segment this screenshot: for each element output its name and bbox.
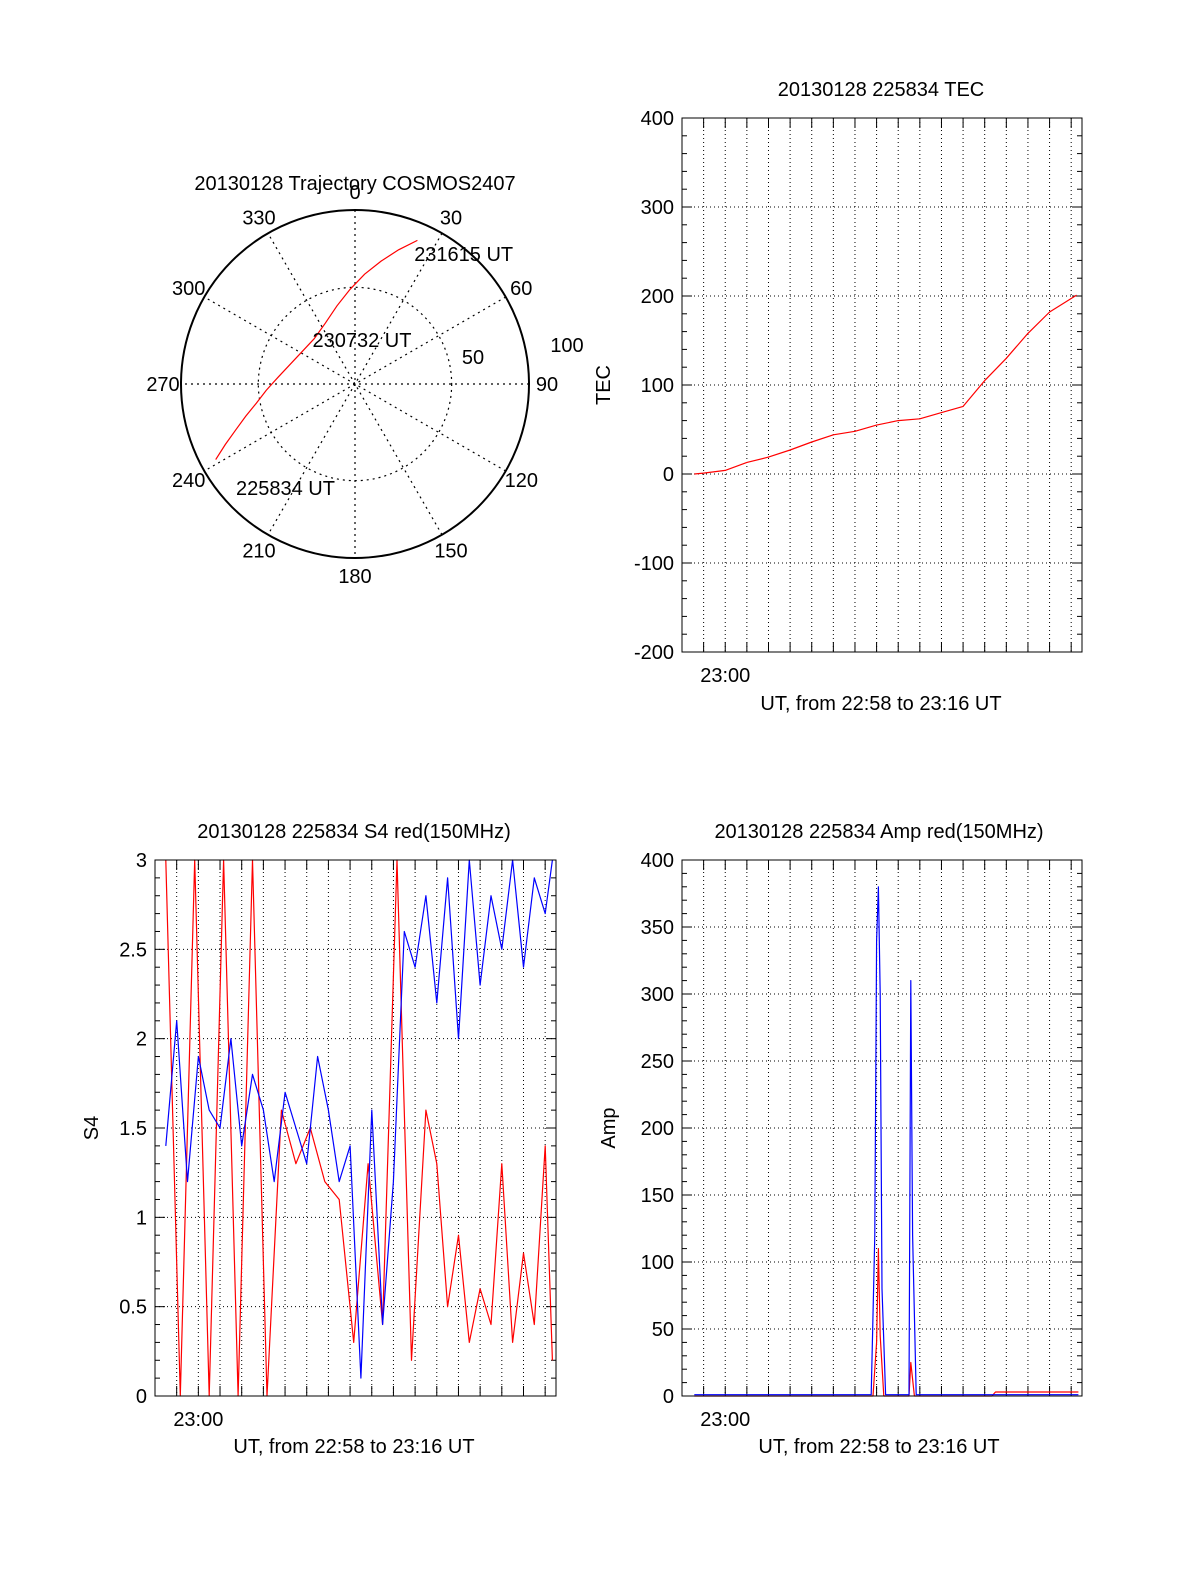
tec-ytick-label: 200 (641, 286, 674, 308)
amp-ytick-label: 150 (641, 1185, 674, 1207)
tec-ytick-label: 400 (641, 108, 674, 130)
amp-xtick-label: 23:00 (700, 1409, 750, 1431)
amp-ytick-label: 200 (641, 1118, 674, 1140)
s4-ytick-label: 3 (136, 850, 147, 872)
s4-series-line-blue (165, 859, 553, 1379)
trajectory-polar-plot: 20130128 Trajectory COSMOS2407 0 30 60 90 12… (146, 173, 583, 588)
amp-ytick-label: 100 (641, 1252, 674, 1274)
polar-grid (180, 209, 530, 559)
s4-ylabel: S4 (81, 1116, 103, 1140)
azimuth-label: 120 (505, 470, 538, 492)
amp-grid: 0 50 100 150 200 250 300 350 400 23:00 (641, 850, 1082, 1431)
amp-ytick-label: 400 (641, 850, 674, 872)
azimuth-label: 0 (349, 182, 360, 204)
tec-ytick-label: -200 (634, 642, 674, 664)
amp-series-line-blue (694, 886, 1079, 1396)
radial-label: 100 (550, 335, 583, 357)
azimuth-label: 270 (146, 374, 179, 396)
amp-ytick-label: 300 (641, 984, 674, 1006)
azimuth-label: 90 (536, 374, 558, 396)
trajectory-annotation: 231615 UT (414, 244, 513, 266)
amp-ytick-label: 50 (652, 1319, 674, 1341)
azimuth-label: 150 (434, 540, 467, 562)
trajectory-annotation: 225834 UT (236, 478, 335, 500)
s4-ytick-label: 2 (136, 1029, 147, 1051)
tec-ylabel: TEC (593, 365, 615, 405)
s4-ytick-label: 2.5 (119, 939, 147, 961)
s4-ytick-label: 1.5 (119, 1118, 147, 1140)
polar-labels: 0 30 60 90 120 150 180 210 240 270 300 330 50 100 2316… (146, 182, 583, 588)
tec-ytick-label: -100 (634, 553, 674, 575)
trajectory-title: 20130128 Trajectory COSMOS2407 (194, 173, 515, 195)
azimuth-label: 330 (242, 208, 275, 230)
azimuth-label: 30 (440, 208, 462, 230)
amp-plot: 20130128 225834 Amp red(150MHz) UT, from… (598, 821, 1083, 1458)
tec-series-line-red (694, 294, 1077, 475)
tec-xtick-label: 23:00 (700, 665, 750, 687)
s4-ytick-label: 1 (136, 1207, 147, 1229)
tec-plot: 20130128 225834 TEC UT, from 22:58 to 23… (593, 79, 1083, 715)
trajectory-line (215, 239, 418, 460)
s4-plot: 20130128 225834 S4 red(150MHz) UT, from … (81, 821, 557, 1458)
amp-series-group (694, 886, 1079, 1397)
amp-series-line-red (694, 1247, 1079, 1397)
s4-xlabel: UT, from 22:58 to 23:16 UT (233, 1436, 474, 1458)
tec-ytick-label: 100 (641, 375, 674, 397)
s4-title: 20130128 225834 S4 red(150MHz) (197, 821, 511, 843)
s4-ytick-label: 0 (136, 1386, 147, 1408)
azimuth-label: 210 (242, 540, 275, 562)
s4-xtick-label: 23:00 (173, 1409, 223, 1431)
amp-ytick-label: 250 (641, 1051, 674, 1073)
amp-ytick-label: 0 (663, 1386, 674, 1408)
tec-grid: -200 -100 0 100 200 300 400 23:00 (634, 108, 1082, 687)
amp-frame (681, 859, 1083, 1397)
amp-ytick-label: 350 (641, 917, 674, 939)
azimuth-label: 240 (172, 470, 205, 492)
amp-title: 20130128 225834 Amp red(150MHz) (714, 821, 1043, 843)
tec-frame (681, 117, 1083, 653)
azimuth-label: 300 (172, 278, 205, 300)
azimuth-label: 60 (510, 278, 532, 300)
azimuth-label: 180 (338, 566, 371, 588)
tec-ytick-label: 300 (641, 197, 674, 219)
polar-series (215, 239, 418, 460)
tec-xlabel: UT, from 22:58 to 23:16 UT (760, 693, 1001, 715)
tec-title: 20130128 225834 TEC (778, 79, 984, 101)
s4-frame (154, 859, 557, 1397)
trajectory-annotation: 230732 UT (313, 330, 412, 352)
amp-ylabel: Amp (598, 1107, 620, 1148)
tec-series-group (694, 294, 1077, 475)
s4-ytick-label: 0.5 (119, 1297, 147, 1319)
polar-spoke (267, 233, 443, 535)
amp-xlabel: UT, from 22:58 to 23:16 UT (758, 1436, 999, 1458)
radial-label: 50 (462, 347, 484, 369)
tec-ytick-label: 0 (663, 464, 674, 486)
